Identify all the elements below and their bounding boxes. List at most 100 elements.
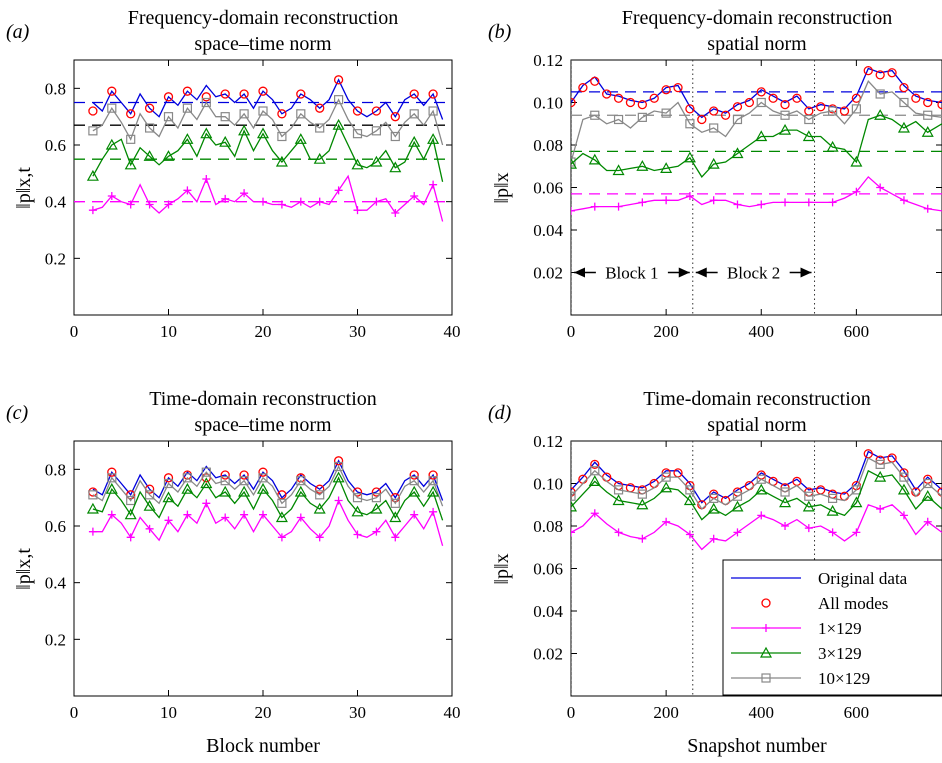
plot-area: Block 1 Block 2: [571, 60, 942, 315]
block-label: Block 1: [605, 264, 658, 283]
data-point-m10: [220, 112, 230, 122]
legend-label: 10×129: [818, 669, 870, 688]
data-point-m10: [709, 123, 719, 133]
y-tick-label: 0.2: [45, 630, 66, 649]
panel-b: (b) Frequency-domain reconstruction spat…: [488, 7, 942, 341]
data-point-m10: [145, 490, 155, 500]
data-point-all_modes: [780, 99, 790, 110]
data-point-m3: [294, 485, 307, 497]
data-point-m10: [923, 110, 933, 120]
data-point-all_modes: [756, 87, 766, 97]
data-point-m1: [259, 510, 267, 519]
data-point-m10: [428, 476, 438, 486]
y-axis-label: ‖p‖x: [491, 172, 513, 203]
data-point-all_modes: [220, 89, 230, 99]
series-all_modes: [88, 456, 438, 503]
data-point-m3: [389, 161, 402, 173]
y-tick-label: 0.04: [533, 602, 563, 621]
y-tick-label: 0.8: [45, 460, 66, 479]
data-point-m1: [828, 528, 837, 537]
data-point-m1: [923, 517, 932, 526]
data-point-m1: [391, 209, 400, 217]
data-point-m10: [88, 490, 98, 500]
series-original: [571, 67, 942, 119]
data-point-m10: [732, 491, 743, 501]
y-tick-label: 0.4: [45, 574, 67, 593]
data-point-m3: [612, 164, 625, 176]
data-point-m1: [781, 198, 790, 207]
data-point-all_modes: [258, 86, 268, 96]
data-point-m1: [685, 192, 694, 200]
data-point-all_modes: [163, 473, 174, 483]
data-point-m10: [88, 126, 98, 136]
data-point-m3: [275, 511, 288, 523]
data-point-m3: [660, 481, 673, 493]
data-point-m1: [145, 200, 154, 209]
data-point-m1: [164, 200, 173, 209]
data-point-m3: [181, 133, 194, 144]
data-point-m1: [781, 522, 790, 530]
plot-area: [74, 75, 452, 222]
data-point-m10: [409, 476, 419, 486]
data-point-m1: [590, 509, 599, 518]
data-point-m3: [683, 494, 696, 506]
data-point-m3: [636, 498, 649, 510]
panel-label: (a): [6, 21, 30, 43]
data-point-m1: [852, 187, 861, 196]
series-m10: [88, 461, 444, 508]
data-point-m10: [352, 493, 363, 503]
data-point-m3: [86, 502, 99, 514]
data-point-m3: [162, 491, 175, 503]
data-point-m3: [143, 150, 156, 161]
data-point-m10: [590, 110, 600, 120]
data-point-all_modes: [182, 86, 193, 96]
data-point-m10: [780, 487, 790, 497]
data-point-m3: [332, 471, 345, 483]
data-point-all_modes: [333, 75, 344, 85]
data-point-m1: [126, 200, 135, 209]
data-point-m10: [899, 472, 909, 482]
data-point-m10: [239, 109, 249, 119]
data-point-m3: [571, 500, 578, 512]
x-tick-label: 400: [749, 703, 775, 722]
data-point-m3: [921, 126, 934, 137]
y-tick-label: 0.12: [533, 51, 563, 70]
legend-label: 3×129: [818, 644, 862, 663]
data-point-m3: [408, 485, 421, 497]
panel-title-line2: space–time norm: [194, 33, 332, 55]
data-point-m10: [258, 106, 268, 116]
data-point-m3: [370, 502, 383, 514]
data-point-m3: [826, 140, 839, 152]
series-m10: [571, 457, 942, 510]
data-point-m3: [802, 500, 815, 512]
arrow-head-left: [695, 267, 707, 278]
data-point-m10: [390, 131, 400, 142]
data-point-all_modes: [390, 112, 400, 122]
data-point-m1: [709, 534, 718, 543]
data-point-m10: [182, 103, 192, 113]
data-point-m1: [296, 197, 305, 206]
series-m1: [571, 503, 942, 551]
data-point-m3: [200, 477, 213, 489]
series-line-m1: [571, 175, 942, 212]
data-point-m3: [389, 511, 402, 523]
data-point-m10: [685, 485, 695, 495]
data-point-m1: [107, 192, 116, 200]
data-point-m1: [410, 192, 419, 200]
data-point-m10: [613, 114, 624, 125]
data-point-all_modes: [239, 89, 249, 99]
data-point-m1: [277, 200, 286, 209]
x-axis-label: Snapshot number: [687, 735, 827, 757]
data-point-all_modes: [409, 89, 419, 99]
data-point-all_modes: [923, 97, 933, 108]
legend-entry-m10: 10×129: [731, 669, 870, 688]
data-point-m1: [88, 206, 97, 215]
y-tick-label: 0.04: [533, 221, 563, 240]
series-line-m1: [92, 498, 444, 546]
data-point-all_modes: [673, 82, 683, 93]
x-tick-label: 400: [749, 322, 775, 341]
panel-a: (a) Frequency-domain reconstruction spac…: [6, 7, 461, 341]
data-point-m1: [804, 198, 813, 207]
block-annotation: Block 2: [695, 261, 812, 284]
data-point-all_modes: [590, 76, 600, 86]
